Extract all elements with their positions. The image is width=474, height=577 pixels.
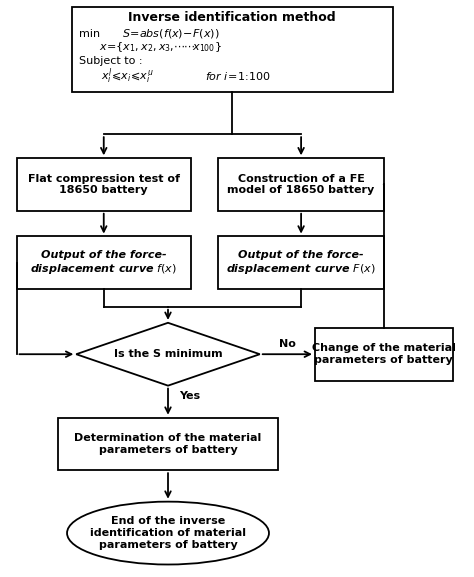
Text: min: min: [79, 29, 100, 39]
FancyBboxPatch shape: [58, 418, 278, 470]
FancyBboxPatch shape: [17, 237, 191, 289]
FancyBboxPatch shape: [72, 8, 393, 92]
Polygon shape: [76, 323, 260, 385]
Text: Flat compression test of
18650 battery: Flat compression test of 18650 battery: [28, 174, 180, 195]
Text: Subject to :: Subject to :: [79, 56, 142, 66]
FancyBboxPatch shape: [219, 158, 384, 211]
Text: Yes: Yes: [180, 391, 201, 401]
FancyBboxPatch shape: [315, 328, 453, 380]
Text: Determination of the material
parameters of battery: Determination of the material parameters…: [74, 433, 262, 455]
Text: Change of the material
parameters of battery: Change of the material parameters of bat…: [312, 343, 456, 365]
FancyBboxPatch shape: [17, 158, 191, 211]
FancyBboxPatch shape: [219, 237, 384, 289]
Text: Output of the force-
displacement curve $f(x)$: Output of the force- displacement curve …: [30, 250, 177, 276]
Ellipse shape: [67, 501, 269, 564]
Text: Construction of a FE
model of 18650 battery: Construction of a FE model of 18650 batt…: [228, 174, 375, 195]
Text: Inverse identification method: Inverse identification method: [128, 11, 336, 24]
Text: $x_i^l\!\leqslant\! x_i\!\leqslant\! x_i^u$: $x_i^l\!\leqslant\! x_i\!\leqslant\! x_i…: [101, 66, 154, 86]
Text: $S\!=\!\mathit{abs}(f(x)\!-\!F(x))$: $S\!=\!\mathit{abs}(f(x)\!-\!F(x))$: [122, 27, 219, 40]
Text: $\mathit{for}\ i\!=\!1\!:\!100$: $\mathit{for}\ i\!=\!1\!:\!100$: [205, 70, 271, 82]
Text: $x\!=\!\{x_1,x_2,x_3,\!\cdots\!\cdots\! x_{100}\}$: $x\!=\!\{x_1,x_2,x_3,\!\cdots\!\cdots\! …: [99, 40, 222, 54]
Text: Output of the force-
displacement curve $F(x)$: Output of the force- displacement curve …: [227, 250, 376, 276]
Text: No: No: [279, 339, 296, 349]
Text: Is the S minimum: Is the S minimum: [114, 349, 222, 359]
Text: End of the inverse
identification of material
parameters of battery: End of the inverse identification of mat…: [90, 516, 246, 550]
